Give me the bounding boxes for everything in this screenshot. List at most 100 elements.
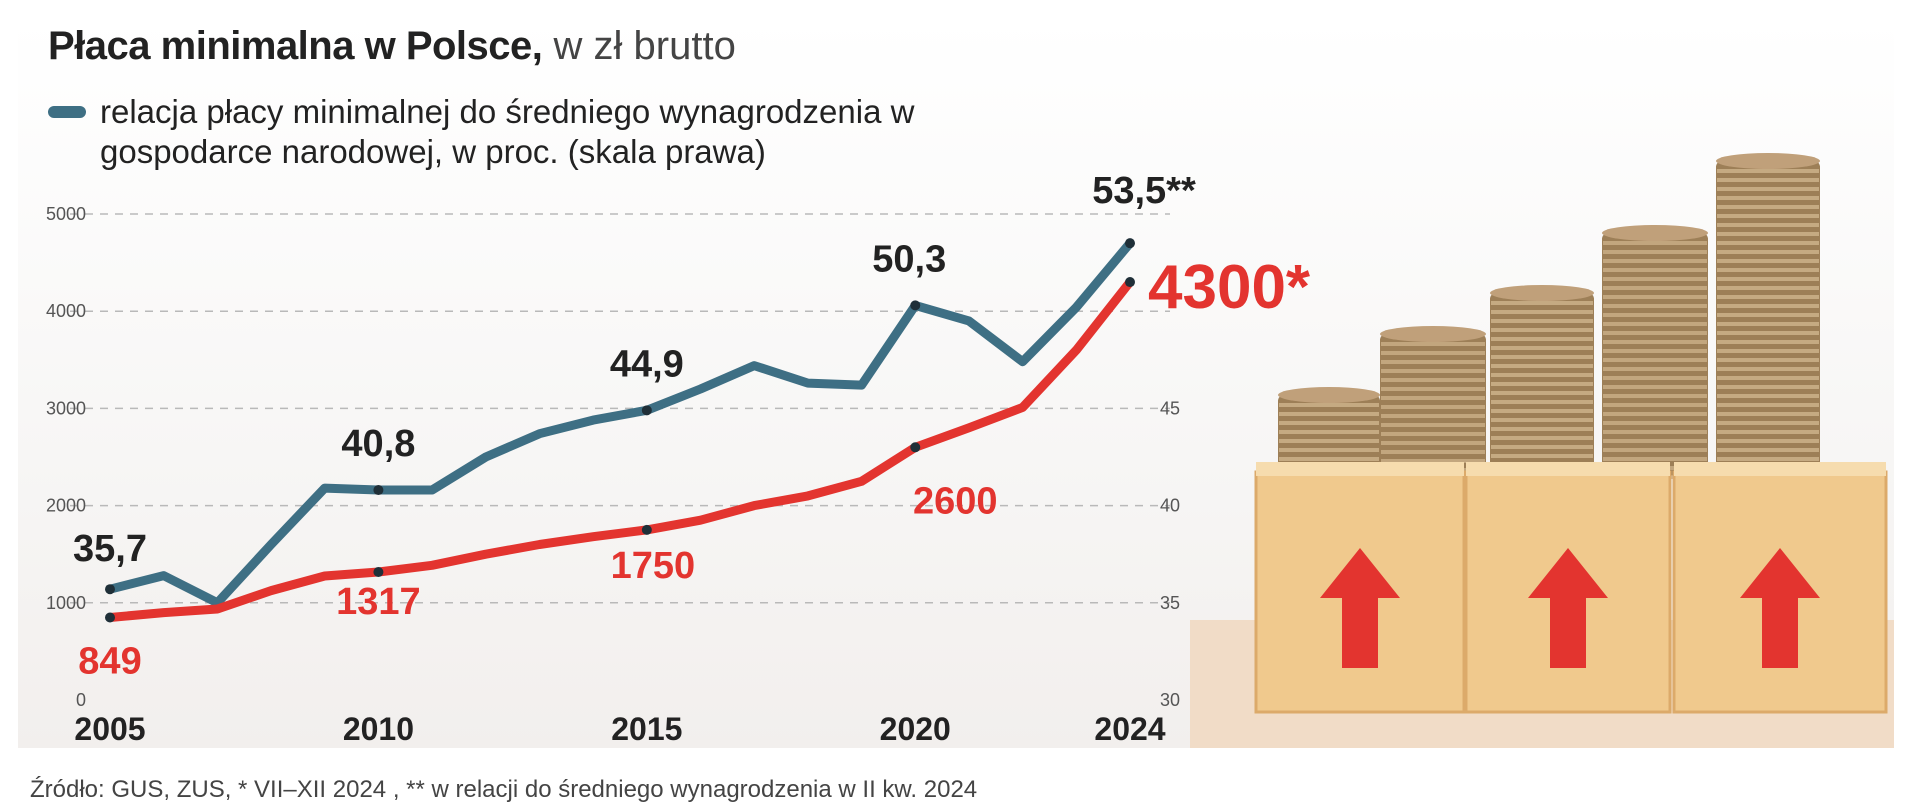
coin-top <box>1490 285 1594 301</box>
coin-edge <box>1381 423 1485 427</box>
coin-edge <box>1279 403 1379 407</box>
coin-edge <box>1491 373 1593 377</box>
coin-edge <box>1491 328 1593 332</box>
coin-edge <box>1603 304 1707 308</box>
arrow-up-icon <box>1528 548 1608 668</box>
coin-edge <box>1717 214 1819 218</box>
coin-edge <box>1717 232 1819 236</box>
coin-edge <box>1279 412 1379 416</box>
wooden-block <box>1254 462 1466 714</box>
series-line-ratio <box>105 238 1135 608</box>
coin-edge <box>1717 322 1819 326</box>
coin-stack <box>1490 285 1594 476</box>
coin-edge <box>1603 349 1707 353</box>
coin-edge <box>1603 241 1707 245</box>
data-label-wage: 2600 <box>913 480 998 522</box>
coin-edge <box>1717 196 1819 200</box>
y-tick-label-left: 1000 <box>46 593 86 613</box>
coin-edge <box>1717 295 1819 299</box>
y-tick-label-right: 35 <box>1160 593 1180 613</box>
x-tick-label: 2015 <box>611 711 682 747</box>
data-label-ratio: 50,3 <box>872 238 946 280</box>
wooden-block-top <box>1674 462 1886 476</box>
wooden-block <box>1464 462 1672 714</box>
coin-edge <box>1717 178 1819 182</box>
coin-edge <box>1717 277 1819 281</box>
coin-edge <box>1717 385 1819 389</box>
coin-edge <box>1491 346 1593 350</box>
marker-point <box>1125 277 1135 288</box>
marker-point <box>373 485 384 496</box>
coin-edge <box>1717 367 1819 371</box>
coin-edge <box>1717 412 1819 416</box>
x-tick-label: 2010 <box>343 711 414 747</box>
y-tick-label-left: 4000 <box>46 301 86 321</box>
coin-edge <box>1603 394 1707 398</box>
coin-edge <box>1381 441 1485 445</box>
coin-edge <box>1717 223 1819 227</box>
coin-edge <box>1491 319 1593 323</box>
coin-edge <box>1279 439 1379 443</box>
x-tick-label: 2005 <box>74 711 145 747</box>
coin-edge <box>1717 259 1819 263</box>
coin-edge <box>1491 445 1593 449</box>
coin-edge <box>1603 268 1707 272</box>
coin-edge <box>1279 421 1379 425</box>
x-tick-label: 2020 <box>880 711 951 747</box>
y-tick-label-left: 5000 <box>46 204 86 224</box>
coin-edge <box>1603 331 1707 335</box>
coin-edge <box>1717 394 1819 398</box>
coin-edge <box>1717 358 1819 362</box>
arrow-up-icon <box>1320 548 1400 668</box>
coin-edge <box>1491 364 1593 368</box>
coin-edge <box>1717 331 1819 335</box>
coin-edge <box>1491 337 1593 341</box>
coin-edge <box>1603 277 1707 281</box>
coin-edge <box>1603 439 1707 443</box>
coin-edge <box>1381 378 1485 382</box>
coin-edge <box>1603 250 1707 254</box>
marker-point <box>105 612 115 623</box>
y-tick-label-right: 45 <box>1160 398 1180 418</box>
source-note: Źródło: GUS, ZUS, * VII–XII 2024 , ** w … <box>30 776 978 803</box>
coin-edge <box>1491 454 1593 458</box>
chart-title-unit: w zł brutto <box>553 24 736 68</box>
x-tick-label: 2024 <box>1094 711 1165 747</box>
coin-edge <box>1491 400 1593 404</box>
coin-edge <box>1717 403 1819 407</box>
coin-edge <box>1603 448 1707 452</box>
coin-edge <box>1717 457 1819 461</box>
coin-stack <box>1716 153 1820 479</box>
marker-point <box>641 524 652 535</box>
chart-title-main: Płaca minimalna w Polsce, <box>48 24 543 68</box>
coin-edge <box>1381 414 1485 418</box>
coin-edge <box>1381 360 1485 364</box>
coin-edge <box>1381 405 1485 409</box>
coin-edge <box>1717 349 1819 353</box>
coin-top <box>1278 387 1380 403</box>
coin-edge <box>1603 358 1707 362</box>
data-label-ratio: 40,8 <box>341 423 415 465</box>
marker-point <box>641 405 652 416</box>
coin-edge <box>1381 387 1485 391</box>
marker-point <box>910 442 921 453</box>
data-label-ratio: 44,9 <box>610 343 684 385</box>
coin-stack <box>1278 387 1380 479</box>
data-label-wage: 1750 <box>611 545 696 587</box>
coin-edge <box>1491 418 1593 422</box>
data-label-wage-highlight: 4300* <box>1148 253 1311 322</box>
coin-edge <box>1381 396 1485 400</box>
coins-photo <box>1190 153 1894 748</box>
marker-point <box>1125 238 1135 249</box>
coin-edge <box>1717 241 1819 245</box>
coin-edge <box>1717 169 1819 173</box>
coin-edge <box>1717 286 1819 290</box>
coin-edge <box>1603 412 1707 416</box>
coin-edge <box>1717 304 1819 308</box>
series-line-wage <box>105 277 1135 622</box>
coin-edge <box>1603 457 1707 461</box>
coin-edge <box>1603 430 1707 434</box>
coin-edge <box>1279 448 1379 452</box>
wooden-block-top <box>1256 462 1464 476</box>
